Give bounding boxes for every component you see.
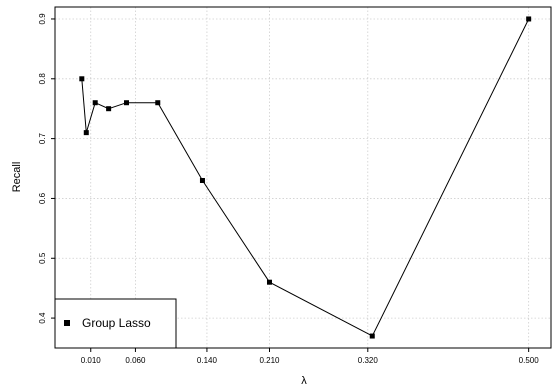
x-tick-label: 0.060 <box>125 356 146 365</box>
data-point <box>92 100 98 106</box>
legend-label: Group Lasso <box>82 316 151 330</box>
plot-frame <box>54 6 552 349</box>
data-point <box>83 130 89 136</box>
series-group <box>79 16 532 339</box>
series-line <box>81 18 530 337</box>
x-tick-label: 0.210 <box>259 356 280 365</box>
grid-lines <box>55 7 551 348</box>
data-point <box>526 16 532 22</box>
legend-marker <box>64 320 70 326</box>
data-point <box>79 76 85 82</box>
data-point <box>106 106 112 112</box>
data-point <box>266 279 272 285</box>
legend-box <box>54 298 177 349</box>
data-point <box>155 100 161 106</box>
y-axis-title: Recall <box>11 162 23 193</box>
x-tick-label: 0.320 <box>358 356 379 365</box>
x-tick-label: 0.010 <box>81 356 102 365</box>
legend: Group Lasso <box>54 298 177 349</box>
y-tick-label: 0.7 <box>38 133 47 145</box>
y-tick-label: 0.5 <box>38 252 47 264</box>
x-axis-title: λ <box>301 375 307 387</box>
y-tick-label: 0.4 <box>38 312 47 324</box>
y-tick-label: 0.9 <box>38 13 47 25</box>
y-tick-label: 0.8 <box>38 73 47 85</box>
data-point <box>123 100 129 106</box>
x-tick-label: 0.140 <box>197 356 218 365</box>
y-tick-label: 0.6 <box>38 192 47 204</box>
axis-ticks: 0.010 0.060 0.140 0.210 0.320 0.500 0.4 0.5 0.6 0… <box>38 13 539 365</box>
data-point <box>369 333 375 339</box>
data-point <box>199 177 205 183</box>
x-tick-label: 0.500 <box>519 356 540 365</box>
